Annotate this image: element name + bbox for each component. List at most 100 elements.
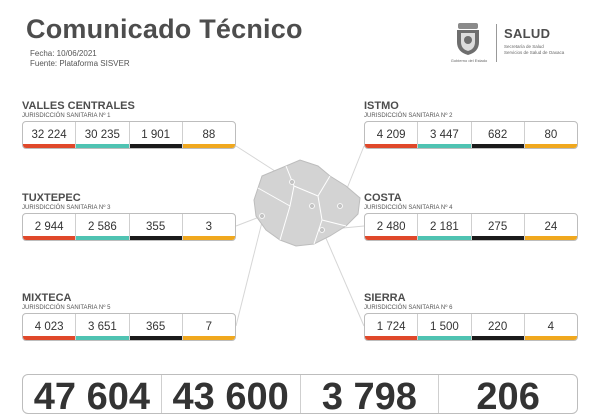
stat-cell-orange: 24 — [524, 214, 577, 240]
stat-value: 2 480 — [376, 221, 406, 233]
stat-cell-black: 220 — [471, 314, 525, 340]
region-name: ISTMO — [364, 100, 399, 112]
stat-value: 80 — [544, 129, 558, 141]
region-name: MIXTECA — [22, 292, 72, 304]
stat-value: 2 944 — [34, 221, 64, 233]
stat-cell-orange: 3 — [182, 214, 235, 240]
stat-value: 4 209 — [376, 129, 406, 141]
region-name: COSTA — [364, 192, 402, 204]
stat-value: 2 181 — [429, 221, 459, 233]
stat-cell-black: 365 — [129, 314, 183, 340]
region-jurisdiccion: JURISDICCIÓN SANITARIA Nº 2 — [364, 113, 453, 119]
report-source: Fuente: Plataforma SISVER — [30, 59, 130, 68]
bar-teal — [418, 144, 471, 148]
stat-value: 4 023 — [34, 321, 64, 333]
bar-red — [365, 336, 418, 340]
bar-black — [129, 336, 182, 340]
stat-value: 2 586 — [87, 221, 117, 233]
jurisdiction-borders — [257, 165, 347, 245]
stat-value: 3 447 — [429, 129, 459, 141]
region-stats: 4 023 3 651 365 7 — [22, 313, 236, 341]
state-crest-icon — [457, 23, 479, 55]
report-date: Fecha: 10/06/2021 — [30, 49, 97, 58]
state-shape — [253, 159, 361, 247]
bar-black — [129, 144, 182, 148]
total-value: 206 — [476, 376, 540, 414]
bar-red — [23, 336, 76, 340]
total-value: 47 604 — [23, 375, 162, 413]
region-jurisdiccion: JURISDICCIÓN SANITARIA Nº 1 — [22, 113, 111, 119]
bar-orange — [182, 236, 235, 240]
stat-cell-black: 275 — [471, 214, 525, 240]
region-name: TUXTEPEC — [22, 192, 81, 204]
stat-value: 220 — [488, 321, 508, 333]
bar-black — [471, 236, 524, 240]
bar-red — [365, 236, 418, 240]
stat-cell-teal: 3 651 — [76, 314, 130, 340]
stat-value: 4 — [547, 321, 555, 333]
stat-cell-teal: 2 181 — [418, 214, 472, 240]
stat-value: 7 — [205, 321, 213, 333]
stat-value: 1 901 — [141, 129, 171, 141]
stat-cell-red: 2 480 — [365, 214, 419, 240]
region-jurisdiccion: JURISDICCIÓN SANITARIA Nº 6 — [364, 305, 453, 311]
bar-orange — [182, 336, 235, 340]
stat-cell-red: 1 724 — [365, 314, 419, 340]
stat-value: 355 — [146, 221, 166, 233]
bar-black — [129, 236, 182, 240]
stat-cell-black: 682 — [471, 122, 525, 148]
bar-teal — [76, 336, 129, 340]
bar-teal — [418, 336, 471, 340]
bar-red — [23, 236, 76, 240]
page-title: Comunicado Técnico — [26, 14, 303, 44]
region-jurisdiccion: JURISDICCIÓN SANITARIA Nº 5 — [22, 305, 111, 311]
state-totals: 47 604 43 600 3 798 206 — [22, 374, 578, 414]
stat-value: 88 — [202, 129, 216, 141]
bar-black — [471, 144, 524, 148]
map-markers — [259, 179, 343, 233]
stat-cell-teal: 30 235 — [76, 122, 130, 148]
region-jurisdiccion: JURISDICCIÓN SANITARIA Nº 3 — [22, 205, 111, 211]
bar-teal — [76, 236, 129, 240]
bar-black — [471, 336, 524, 340]
region-stats: 4 209 3 447 682 80 — [364, 121, 578, 149]
stat-cell-red: 4 209 — [365, 122, 419, 148]
stat-value: 1 500 — [429, 321, 459, 333]
bar-orange — [524, 336, 577, 340]
region-stats: 1 724 1 500 220 4 — [364, 313, 578, 341]
stat-cell-teal: 2 586 — [76, 214, 130, 240]
region-jurisdiccion: JURISDICCIÓN SANITARIA Nº 4 — [364, 205, 453, 211]
total-value: 43 600 — [162, 375, 301, 413]
salud-logo-text: SALUD — [504, 26, 551, 41]
stat-cell-orange: 7 — [182, 314, 235, 340]
stat-value: 682 — [488, 129, 508, 141]
total-value: 3 798 — [301, 375, 440, 413]
stat-value: 32 224 — [31, 129, 67, 141]
region-stats: 2 944 2 586 355 3 — [22, 213, 236, 241]
region-stats: 32 224 30 235 1 901 88 — [22, 121, 236, 149]
stat-value: 275 — [488, 221, 508, 233]
bar-red — [365, 144, 418, 148]
logo-block: Gobierno del Estado SALUD Secretaría de … — [448, 20, 588, 66]
stat-value: 30 235 — [84, 129, 120, 141]
bar-orange — [524, 144, 577, 148]
bar-teal — [418, 236, 471, 240]
stat-cell-black: 355 — [129, 214, 183, 240]
region-stats: 2 480 2 181 275 24 — [364, 213, 578, 241]
bar-red — [23, 144, 76, 148]
salud-line-2: Servicios de Salud de Oaxaca — [504, 50, 565, 55]
bar-orange — [182, 144, 235, 148]
stat-value: 365 — [146, 321, 166, 333]
stat-cell-black: 1 901 — [129, 122, 183, 148]
stat-cell-red: 4 023 — [23, 314, 77, 340]
stat-cell-red: 32 224 — [23, 122, 77, 148]
bar-teal — [76, 144, 129, 148]
stat-cell-red: 2 944 — [23, 214, 77, 240]
stat-cell-teal: 3 447 — [418, 122, 472, 148]
stat-value: 3 — [205, 221, 213, 233]
stat-cell-orange: 80 — [524, 122, 577, 148]
region-name: VALLES CENTRALES — [22, 100, 135, 112]
stat-cell-teal: 1 500 — [418, 314, 472, 340]
stat-value: 1 724 — [376, 321, 406, 333]
salud-line-1: Secretaría de Salud — [504, 44, 544, 49]
